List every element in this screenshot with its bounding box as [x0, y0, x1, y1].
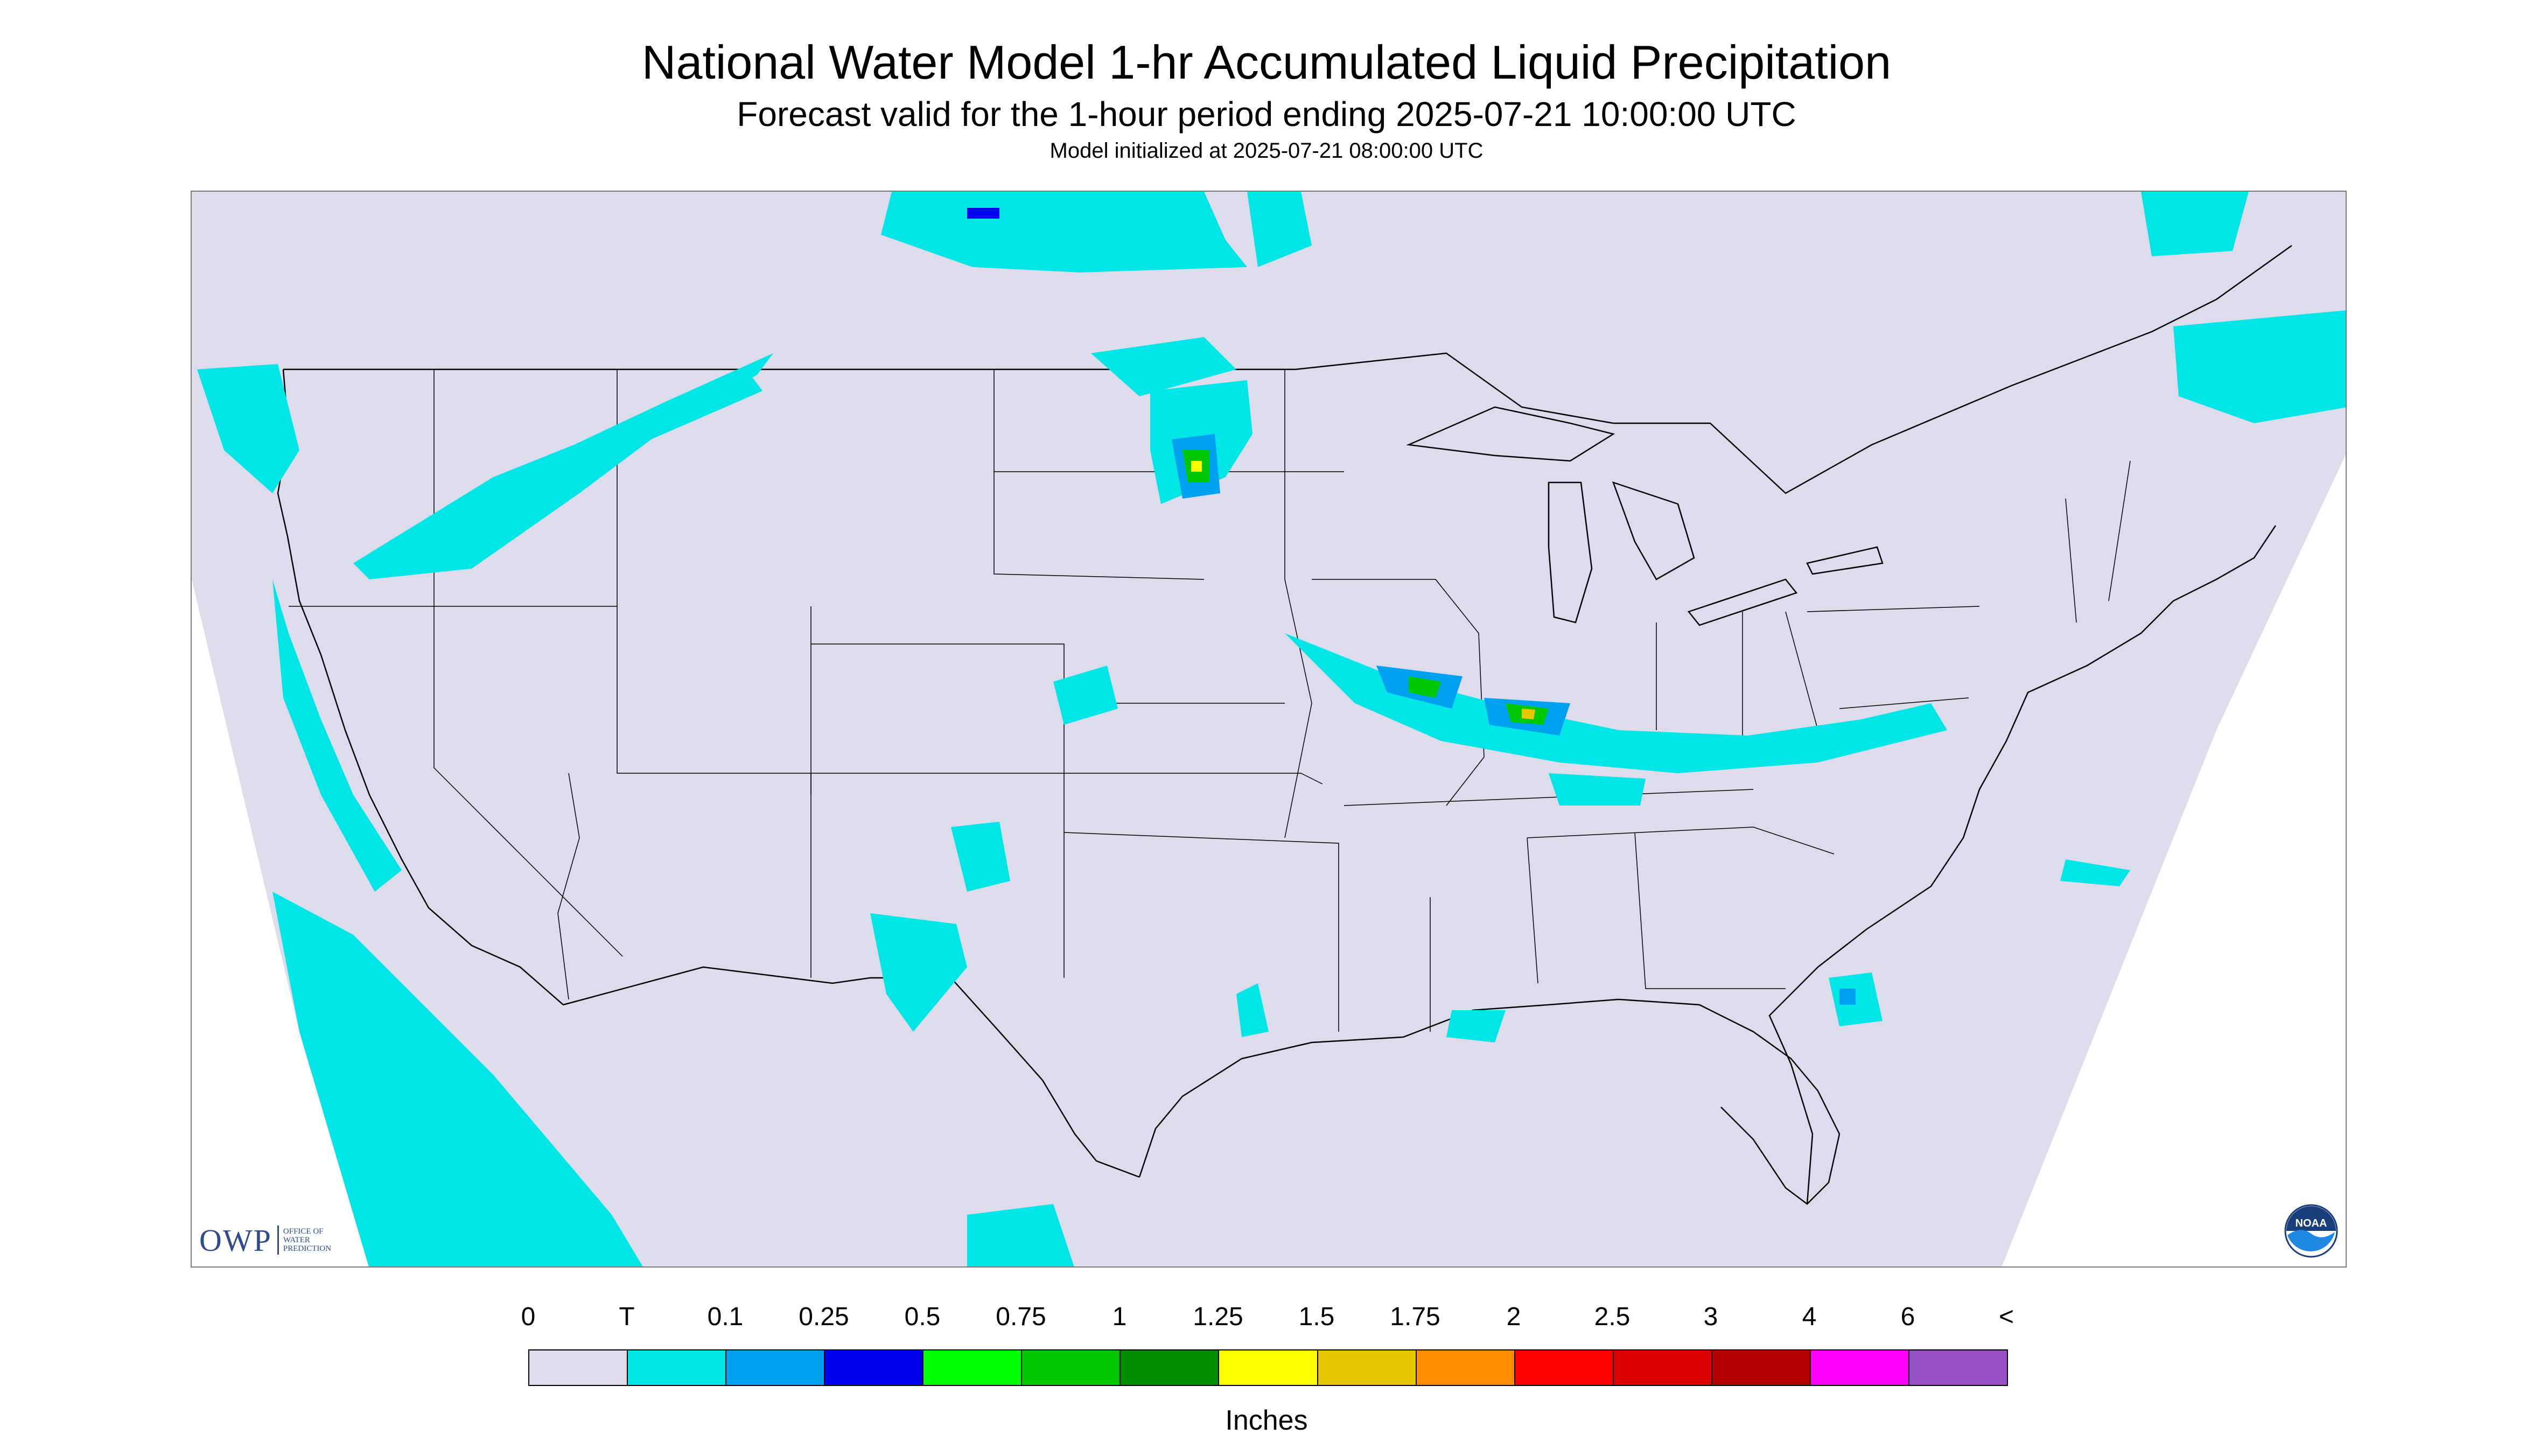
forecast-valid-subtitle: Forecast valid for the 1-hour period end… [737, 95, 1796, 134]
legend-tick: 0.1 [707, 1303, 744, 1331]
lake-michigan [1548, 481, 1593, 624]
legend-labels: 0 T 0.1 0.25 0.5 0.75 1 1.25 1.5 1.75 2 … [0, 1302, 2533, 1334]
owp-subtext-line: PREDICTION [283, 1244, 332, 1253]
legend-tick: 0.5 [904, 1303, 941, 1331]
iowa-illinois-band [1285, 633, 1947, 773]
canada-prairie-precip-2 [1247, 192, 1312, 267]
legend-tick: 6 [1900, 1303, 1915, 1331]
west-coastline [277, 369, 564, 1005]
quebec-precip [2173, 310, 2346, 423]
legend-colorbar [528, 1349, 2008, 1386]
pacific-northwest-precip [197, 364, 299, 493]
legend-swatch [1219, 1350, 1318, 1385]
legend-swatch [1022, 1350, 1121, 1385]
illinois-core-yellow [1522, 709, 1535, 719]
colorado-precip [951, 822, 1010, 892]
montana-precip [622, 369, 762, 445]
noaa-logo: NOAA [2284, 1204, 2338, 1258]
new-mexico-precip [870, 913, 967, 1032]
owp-subtext: OFFICE OF WATER PREDICTION [283, 1227, 331, 1253]
legend-swatch [923, 1350, 1023, 1385]
legend-swatch [1515, 1350, 1614, 1385]
lake-erie [1687, 578, 1798, 626]
mexico-precip [967, 1204, 1074, 1266]
state-lines [289, 369, 2131, 1032]
canada-core [967, 208, 999, 219]
gulf-precip [1446, 1010, 1506, 1042]
legend-tick: 1.75 [1390, 1303, 1440, 1331]
south-dakota-core-yellow [1191, 461, 1202, 472]
kentucky-precip [1549, 773, 1646, 806]
owp-subtext-line: WATER [283, 1236, 310, 1244]
nevada-border [433, 606, 623, 957]
precip-cores [967, 208, 1856, 1005]
ontario-precip [2141, 192, 2249, 256]
legend-tick: 2.5 [1594, 1303, 1631, 1331]
legend-swatch [1909, 1350, 2007, 1385]
legend-tick: < [1998, 1303, 2014, 1331]
legend-swatch [1810, 1350, 1909, 1385]
legend-swatch [1318, 1350, 1417, 1385]
carolina-offshore-precip [2060, 859, 2130, 886]
lake-ontario [1806, 546, 1884, 575]
legend-swatch [1416, 1350, 1515, 1385]
legend-tick: 1 [1112, 1303, 1127, 1331]
legend-tick: 0.25 [799, 1303, 849, 1331]
noaa-logo-letters: NOAA [2296, 1217, 2327, 1229]
legend-swatch [726, 1350, 825, 1385]
legend-tick: 2 [1506, 1303, 1521, 1331]
legend-swatch [1613, 1350, 1712, 1385]
boundaries [277, 244, 2292, 1205]
precip-trace-areas [197, 192, 2346, 1266]
legend-tick: 0 [521, 1303, 536, 1331]
legend-tick: 3 [1703, 1303, 1718, 1331]
legend-swatch [628, 1350, 727, 1385]
us-canada-border [283, 244, 2292, 494]
legend-tick: 0.75 [996, 1303, 1046, 1331]
legend-units: Inches [1225, 1405, 1308, 1436]
legend-swatch [825, 1350, 924, 1385]
atlantic-core [1839, 989, 1856, 1005]
legend-swatch [1712, 1350, 1811, 1385]
legend-tick: 1.5 [1298, 1303, 1335, 1331]
kansas-precip [1053, 666, 1118, 725]
california-coast-precip [272, 579, 402, 892]
texas-precip [1236, 983, 1269, 1037]
north-dakota-precip [1091, 337, 1236, 396]
owp-divider [277, 1226, 279, 1255]
legend-swatch [529, 1350, 628, 1385]
model-domain [192, 192, 2346, 1266]
map-title: National Water Model 1-hr Accumulated Li… [641, 36, 1892, 89]
legend-tick: 1.25 [1193, 1303, 1243, 1331]
pacific-precip [272, 892, 643, 1266]
owp-logo: OWP OFFICE OF WATER PREDICTION [199, 1221, 372, 1259]
owp-letters: OWP [199, 1222, 272, 1258]
precipitation-map [191, 191, 2347, 1268]
legend-swatch [1121, 1350, 1220, 1385]
owp-subtext-line: OFFICE OF [283, 1227, 324, 1236]
iowa-core-green [1409, 676, 1441, 698]
map-svg [192, 192, 2346, 1266]
legend-tick: 4 [1802, 1303, 1817, 1331]
east-coastline [1768, 525, 2277, 1205]
lake-huron [1612, 481, 1695, 580]
legend-tick: T [619, 1303, 635, 1331]
model-init-line: Model initialized at 2025-07-21 08:00:00… [1049, 139, 1484, 163]
lake-superior [1406, 406, 1615, 462]
